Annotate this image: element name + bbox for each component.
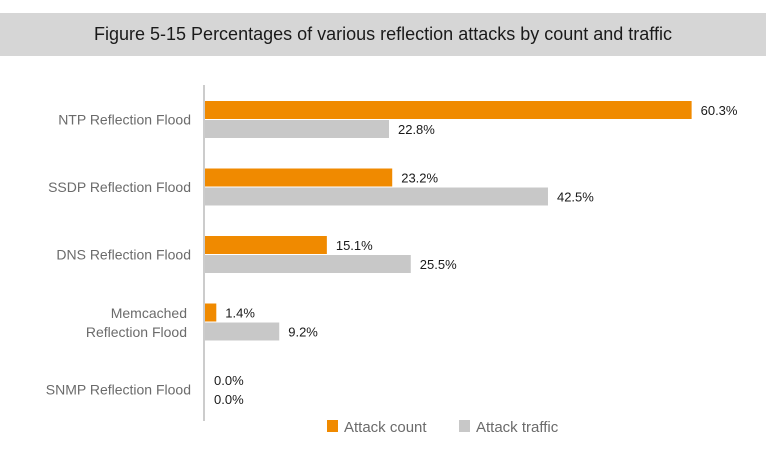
category-label: NTP Reflection Flood — [58, 112, 191, 128]
data-label: 0.0% — [214, 373, 244, 388]
data-label: 42.5% — [557, 190, 594, 205]
category-label: SNMP Reflection Flood — [46, 382, 191, 398]
legend-swatch — [327, 420, 338, 432]
data-label: 1.4% — [225, 306, 255, 321]
legend-swatch — [459, 420, 470, 432]
data-label: 60.3% — [701, 103, 738, 118]
chart-title-bar: Figure 5-15 Percentages of various refle… — [0, 13, 766, 56]
data-label: 25.5% — [420, 257, 457, 272]
category-label: DNS Reflection Flood — [56, 247, 191, 263]
attack-count-bar — [205, 236, 327, 254]
legend-label: Attack traffic — [476, 419, 559, 436]
attack-traffic-bar — [205, 322, 280, 341]
data-label: 23.2% — [401, 171, 438, 186]
attack-traffic-bar — [205, 120, 389, 138]
attack-count-bar — [205, 303, 217, 322]
data-label: 9.2% — [288, 325, 318, 340]
attack-count-bar — [205, 168, 393, 187]
attack-count-bar — [205, 101, 692, 119]
attack-traffic-bar — [205, 255, 411, 273]
data-label: 0.0% — [214, 392, 244, 407]
chart-title: Figure 5-15 Percentages of various refle… — [94, 24, 672, 44]
category-label: Memcached Reflection Flood — [86, 305, 187, 340]
legend-label: Attack count — [344, 419, 427, 436]
attack-traffic-bar — [205, 187, 548, 206]
data-label: 15.1% — [336, 238, 373, 253]
data-label: 22.8% — [398, 122, 435, 137]
category-label: SSDP Reflection Flood — [48, 179, 191, 195]
